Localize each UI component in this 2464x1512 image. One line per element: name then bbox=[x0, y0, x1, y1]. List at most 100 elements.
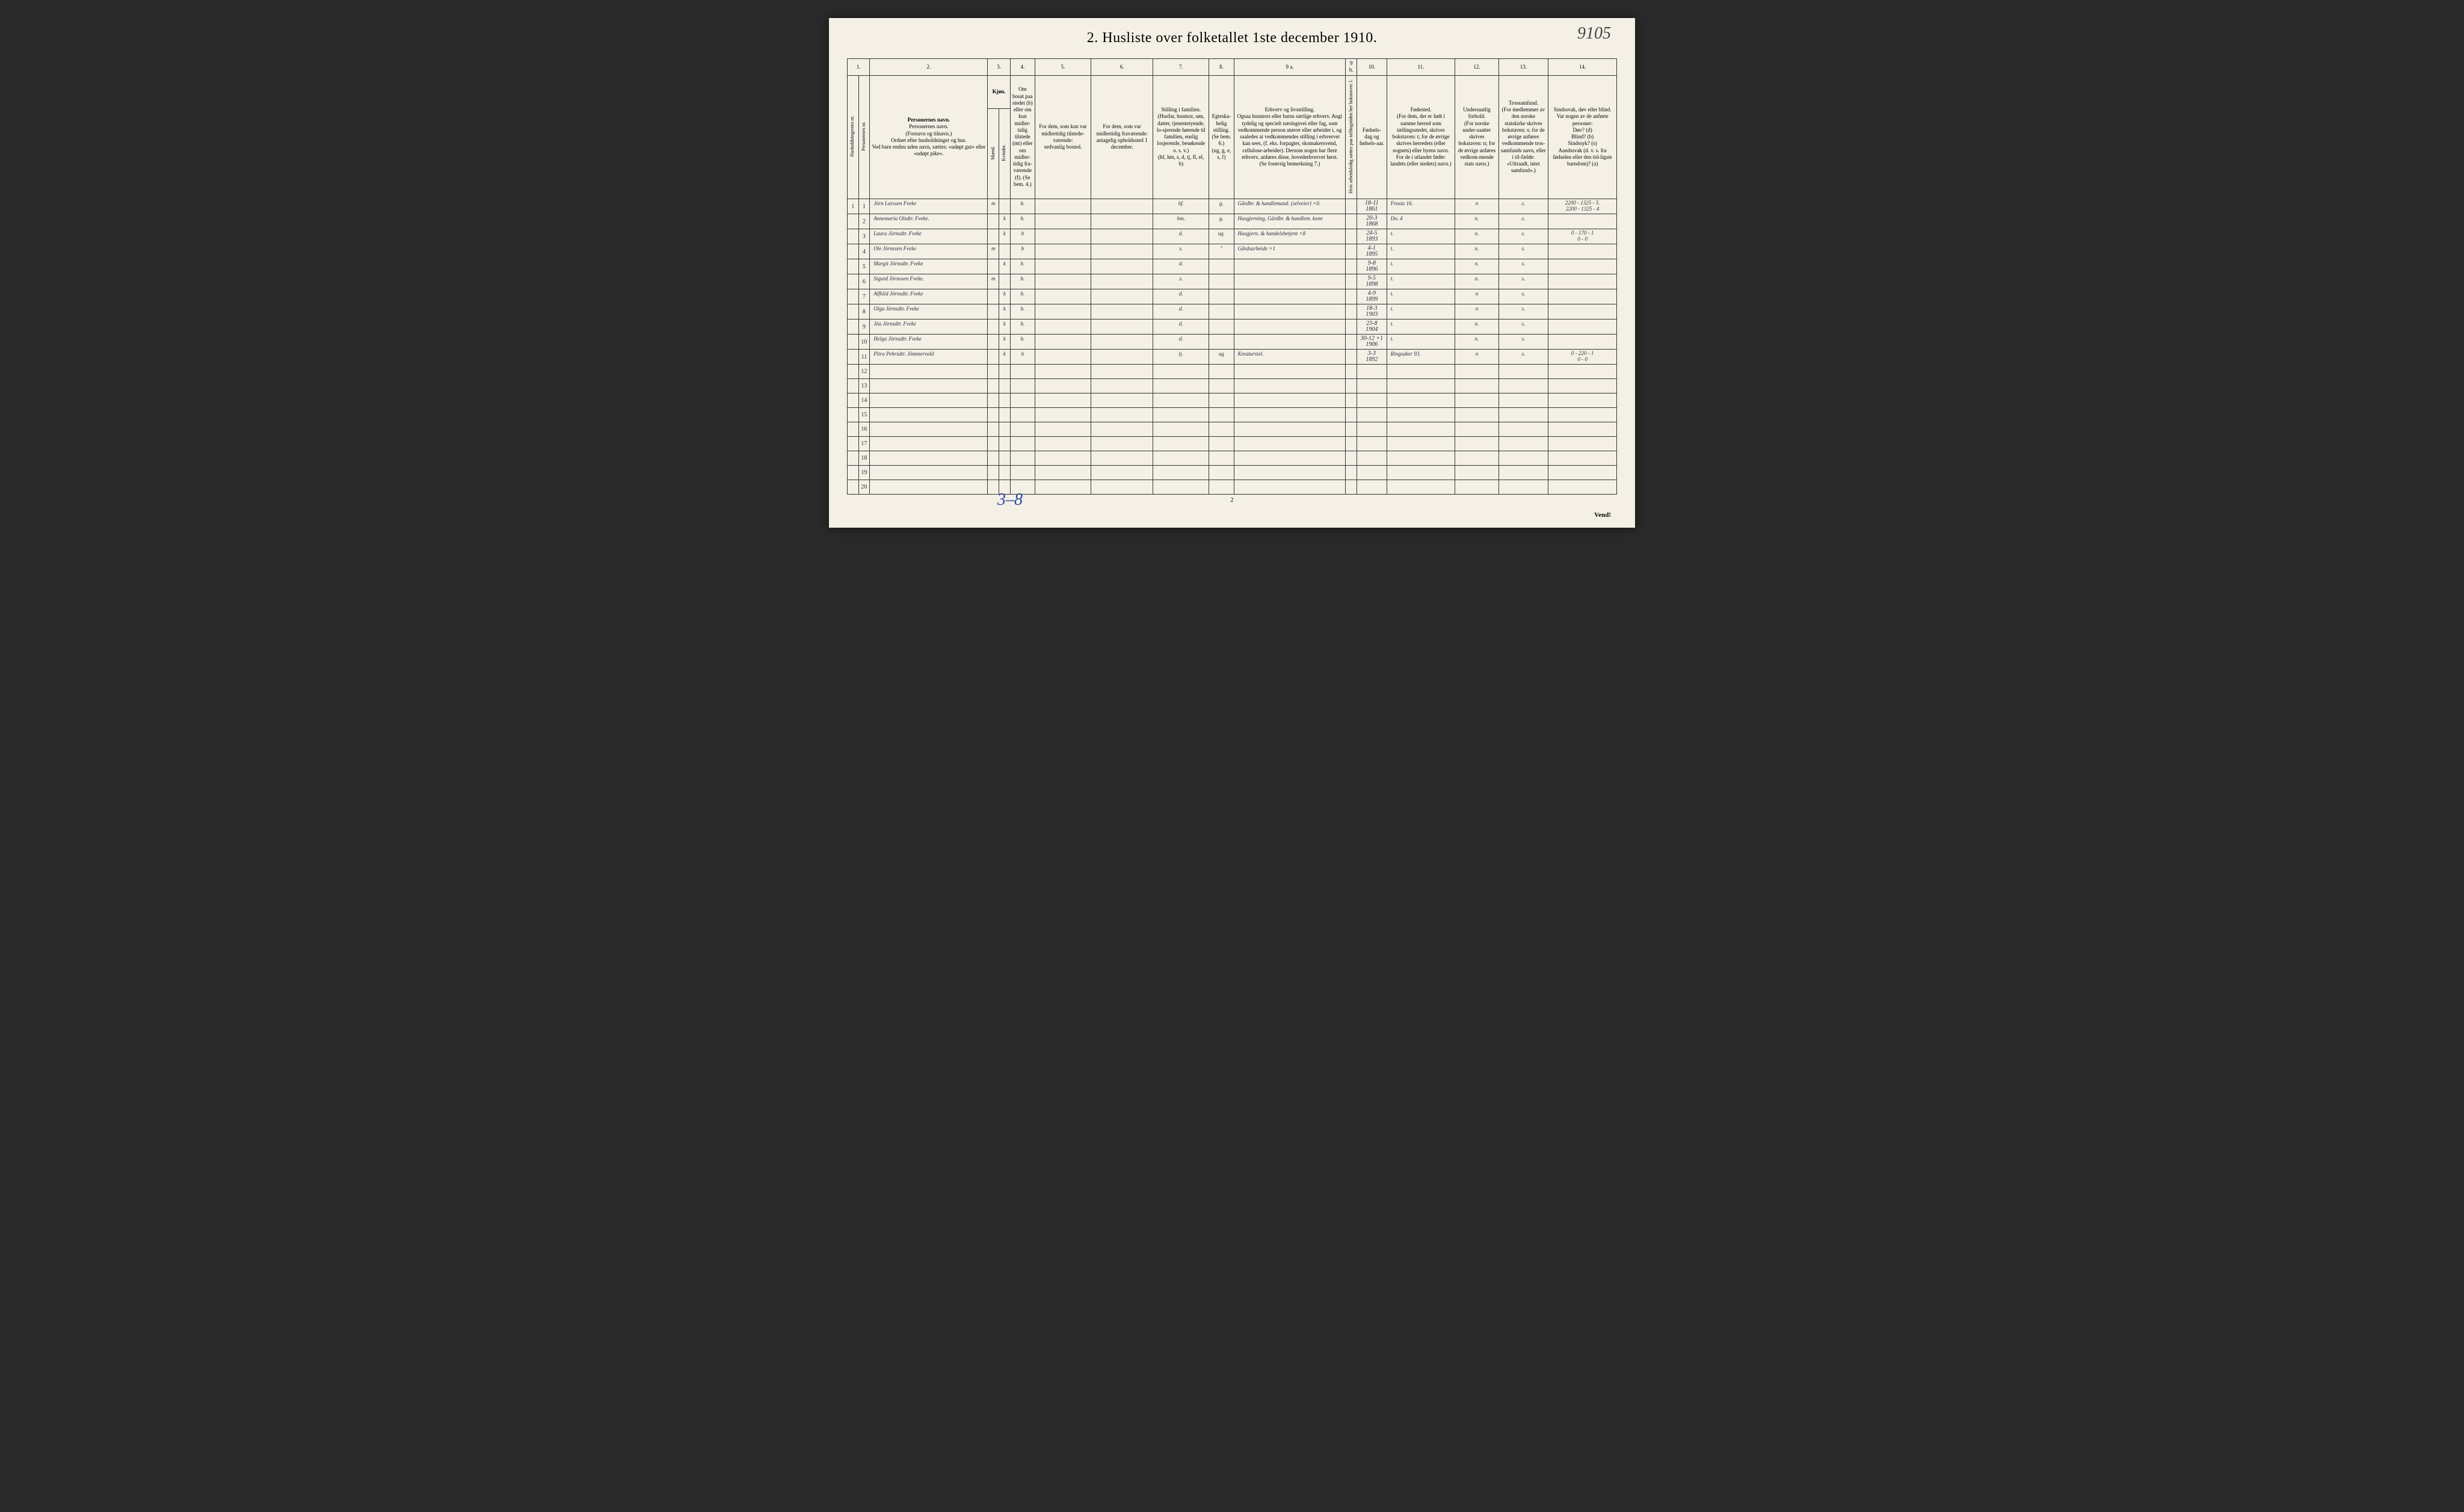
cell bbox=[1346, 214, 1357, 229]
page-number: 2 bbox=[847, 497, 1617, 504]
hdr-dob: Fødsels-dag og fødsels-aar. bbox=[1357, 75, 1387, 199]
table-body: 11Jörn Larssen Fvekemb.hf.g.Gårdbr. & ha… bbox=[848, 199, 1617, 495]
cell bbox=[1357, 451, 1387, 466]
cell bbox=[1234, 422, 1346, 437]
hdr-name: Personernes navn.Personernes navn. (Forn… bbox=[870, 75, 988, 199]
cell bbox=[999, 393, 1011, 408]
cell bbox=[1010, 422, 1035, 437]
cell bbox=[988, 393, 999, 408]
cell: b. bbox=[1010, 199, 1035, 214]
cell bbox=[1234, 466, 1346, 480]
cell bbox=[1387, 365, 1455, 379]
colnum-4: 4. bbox=[1010, 59, 1035, 76]
cell bbox=[999, 437, 1011, 451]
cell bbox=[1209, 422, 1234, 437]
cell bbox=[870, 451, 988, 466]
cell: 3-31892 bbox=[1357, 350, 1387, 365]
cell bbox=[1498, 379, 1548, 393]
cell: 4-11895 bbox=[1357, 244, 1387, 259]
cell: 2 bbox=[858, 214, 870, 229]
colnum-1: 1. bbox=[848, 59, 870, 76]
cell bbox=[1153, 393, 1209, 408]
cell bbox=[1346, 304, 1357, 319]
cell bbox=[1548, 393, 1617, 408]
cell bbox=[1346, 274, 1357, 289]
cell: 20-31868 bbox=[1357, 214, 1387, 229]
cell: k bbox=[999, 319, 1011, 335]
cell bbox=[1387, 379, 1455, 393]
cell bbox=[988, 214, 999, 229]
colnum-10: 10. bbox=[1357, 59, 1387, 76]
cell bbox=[1035, 259, 1091, 274]
cell: d. bbox=[1153, 335, 1209, 350]
cell bbox=[1035, 350, 1091, 365]
cell: t. bbox=[1387, 244, 1455, 259]
cell: 1 bbox=[848, 199, 859, 214]
cell: b. bbox=[1010, 319, 1035, 335]
cell bbox=[1455, 393, 1498, 408]
cell: s. bbox=[1498, 199, 1548, 214]
cell: t. bbox=[1387, 229, 1455, 244]
cell: 15 bbox=[858, 408, 870, 422]
cell bbox=[1357, 393, 1387, 408]
cell: d. bbox=[1153, 304, 1209, 319]
cell bbox=[1346, 289, 1357, 304]
cell bbox=[1091, 480, 1153, 495]
cell bbox=[848, 304, 859, 319]
colnum-8: 8. bbox=[1209, 59, 1234, 76]
cell bbox=[999, 466, 1011, 480]
cell bbox=[1234, 335, 1346, 350]
cell bbox=[1548, 319, 1617, 335]
cell bbox=[1498, 422, 1548, 437]
cell bbox=[988, 451, 999, 466]
cell: 9-51898 bbox=[1357, 274, 1387, 289]
cell bbox=[1010, 451, 1035, 466]
cell: b. bbox=[1010, 274, 1035, 289]
table-row: 6Sigurd Jörnssen Fveke.mb.s.9-51898t.n.s… bbox=[848, 274, 1617, 289]
table-row-empty: 16 bbox=[848, 422, 1617, 437]
cell bbox=[1548, 274, 1617, 289]
hdr-nationality: Undersaatlig forhold. (For norske under-… bbox=[1455, 75, 1498, 199]
cell: k bbox=[999, 214, 1011, 229]
cell bbox=[1346, 480, 1357, 495]
cell bbox=[1548, 335, 1617, 350]
cell bbox=[1234, 365, 1346, 379]
cell bbox=[1091, 379, 1153, 393]
cell bbox=[1548, 408, 1617, 422]
cell bbox=[848, 466, 859, 480]
hdr-disability: Sindssvak, døv eller blind. Var nogen av… bbox=[1548, 75, 1617, 199]
table-row-empty: 12 bbox=[848, 365, 1617, 379]
cell: d. bbox=[1153, 319, 1209, 335]
cell bbox=[1035, 408, 1091, 422]
cell bbox=[1091, 408, 1153, 422]
table-row: 4Ole Jörnssen Fvekembs."Gårdsarbeide ×14… bbox=[848, 244, 1617, 259]
cell bbox=[1153, 466, 1209, 480]
cell: n. bbox=[1455, 229, 1498, 244]
hdr-temp-present: For dem, som kun var midlertidig tilsted… bbox=[1035, 75, 1091, 199]
colnum-14: 14. bbox=[1548, 59, 1617, 76]
cell bbox=[870, 408, 988, 422]
cell bbox=[1234, 289, 1346, 304]
cell bbox=[1010, 437, 1035, 451]
cell: s. bbox=[1498, 229, 1548, 244]
cell: b. bbox=[1010, 214, 1035, 229]
cell: 4-91899 bbox=[1357, 289, 1387, 304]
table-row: 8Olga Jörnsdtr. Fvekekb.d.18-31903t.ns. bbox=[848, 304, 1617, 319]
cell bbox=[1153, 408, 1209, 422]
cell bbox=[1346, 393, 1357, 408]
cell: Alfhild Jörnsdtr. Fveke bbox=[870, 289, 988, 304]
cell: k bbox=[999, 259, 1011, 274]
cell bbox=[1234, 408, 1346, 422]
cell bbox=[1153, 379, 1209, 393]
cell bbox=[1346, 379, 1357, 393]
table-row-empty: 17 bbox=[848, 437, 1617, 451]
cell bbox=[870, 365, 988, 379]
cell bbox=[1035, 229, 1091, 244]
cell: 20 bbox=[858, 480, 870, 495]
cell: t. bbox=[1387, 259, 1455, 274]
cell bbox=[1548, 437, 1617, 451]
cell bbox=[1010, 466, 1035, 480]
cell bbox=[1387, 393, 1455, 408]
cell bbox=[1455, 365, 1498, 379]
cell: 18-111861 bbox=[1357, 199, 1387, 214]
